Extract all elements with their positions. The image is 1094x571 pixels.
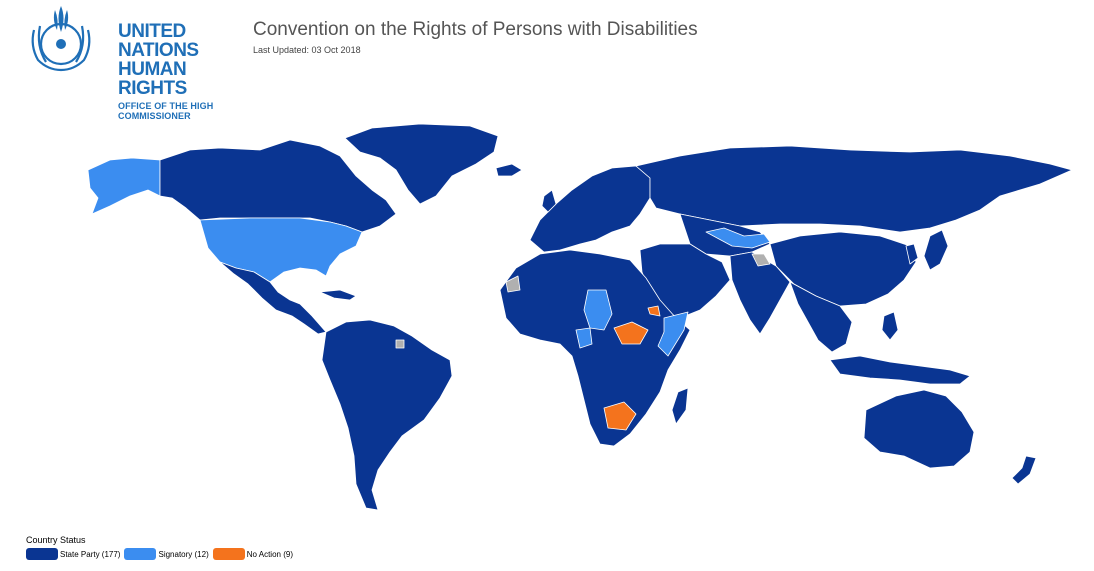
legend-title: Country Status	[26, 535, 86, 545]
legend-label-no-action: No Action (9)	[246, 549, 293, 559]
country-caribbean[interactable]	[319, 289, 357, 301]
logo-line-office: OFFICE OF THE HIGH COMMISSIONER	[118, 101, 214, 121]
region-western-sahara	[505, 275, 521, 293]
country-africa[interactable]	[499, 249, 691, 447]
country-southeast-asia[interactable]	[789, 281, 853, 353]
country-korea[interactable]	[905, 243, 919, 265]
country-australia[interactable]	[863, 389, 975, 469]
country-philippines[interactable]	[881, 311, 899, 341]
country-indonesia[interactable]	[829, 355, 971, 385]
country-french-guiana	[395, 339, 405, 349]
region-kashmir	[751, 253, 771, 267]
logo-line-human-rights: HUMAN RIGHTS	[118, 59, 187, 99]
page-title: Convention on the Rights of Persons with…	[253, 19, 698, 40]
country-alaska[interactable]	[87, 157, 161, 215]
country-canada[interactable]	[159, 139, 397, 233]
country-iceland[interactable]	[495, 163, 523, 177]
country-south-sudan[interactable]	[613, 321, 649, 345]
country-botswana[interactable]	[603, 401, 637, 431]
country-uk[interactable]	[541, 189, 557, 213]
country-uzbekistan-tajikistan[interactable]	[705, 227, 771, 249]
country-cameroon[interactable]	[575, 327, 593, 349]
legend-label-state-party: State Party (177)	[60, 549, 121, 559]
country-chad[interactable]	[583, 289, 613, 331]
country-eritrea[interactable]	[647, 305, 661, 317]
un-human-rights-logo: UNITED NATIONS HUMAN RIGHTS OFFICE OF TH…	[26, 6, 236, 121]
last-updated: Last Updated: 03 Oct 2018	[253, 45, 361, 55]
un-emblem-icon	[31, 6, 91, 72]
legend-label-signatory: Signatory (12)	[158, 549, 209, 559]
country-south-america[interactable]	[321, 319, 453, 511]
legend-swatch-state-party	[26, 548, 58, 560]
logo-line-united-nations: UNITED NATIONS	[118, 21, 199, 61]
country-japan[interactable]	[923, 229, 949, 271]
legend-swatch-no-action	[212, 548, 245, 560]
country-somalia[interactable]	[657, 311, 689, 357]
country-china[interactable]	[769, 231, 917, 307]
country-usa[interactable]	[199, 217, 363, 283]
map-legend: Country Status State Party (177) Signato…	[26, 535, 297, 560]
legend-row: State Party (177) Signatory (12) No Acti…	[26, 548, 297, 560]
legend-swatch-signatory	[124, 548, 157, 560]
country-madagascar[interactable]	[671, 387, 689, 425]
country-new-zealand[interactable]	[1011, 455, 1037, 485]
country-greenland[interactable]	[344, 123, 499, 205]
